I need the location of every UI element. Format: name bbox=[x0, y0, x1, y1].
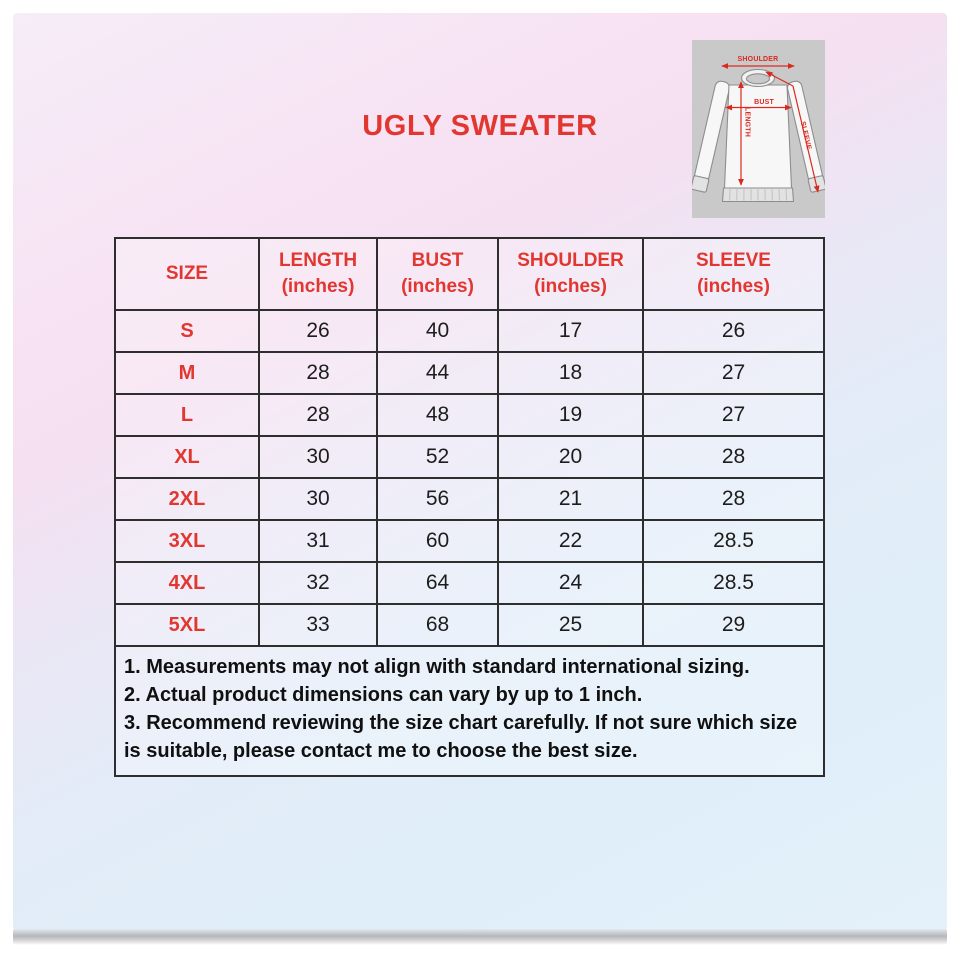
sleeve-value: 29 bbox=[642, 603, 825, 647]
note-line-2: 2. Actual product dimensions can vary by… bbox=[124, 684, 643, 706]
bust-value: 68 bbox=[376, 603, 499, 647]
length-value: 33 bbox=[258, 603, 378, 647]
table-row-2xl: 2XL 30 56 21 28 bbox=[114, 477, 825, 521]
table-row-s: S 26 40 17 26 bbox=[114, 309, 825, 353]
length-value: 28 bbox=[258, 351, 378, 395]
header-label: BUST bbox=[411, 250, 464, 272]
bust-value: 52 bbox=[376, 435, 499, 479]
size-label: 4XL bbox=[114, 561, 260, 605]
header-label: LENGTH bbox=[278, 250, 358, 272]
shoulder-value: 24 bbox=[497, 561, 644, 605]
sleeve-arrow-connector bbox=[765, 71, 794, 87]
sleeve-value: 28.5 bbox=[642, 561, 825, 605]
header-length: LENGTH (inches) bbox=[258, 237, 378, 311]
bust-value: 40 bbox=[376, 309, 499, 353]
header-unit: (inches) bbox=[401, 276, 474, 297]
note-line-1: 1. Measurements may not align with stand… bbox=[124, 656, 750, 678]
sleeve-value: 28.5 bbox=[642, 519, 825, 563]
sleeve-value: 27 bbox=[642, 393, 825, 437]
size-label: 5XL bbox=[114, 603, 260, 647]
table-row-4xl: 4XL 32 64 24 28.5 bbox=[114, 561, 825, 605]
shoulder-dimension-label: SHOULDER bbox=[738, 56, 779, 63]
size-label: M bbox=[114, 351, 260, 395]
table-notes-row: 1. Measurements may not align with stand… bbox=[114, 645, 825, 777]
length-value: 28 bbox=[258, 393, 378, 437]
header-bust: BUST (inches) bbox=[376, 237, 499, 311]
table-row-3xl: 3XL 31 60 22 28.5 bbox=[114, 519, 825, 563]
shoulder-value: 18 bbox=[497, 351, 644, 395]
sleeve-value: 27 bbox=[642, 351, 825, 395]
header-label: SIZE bbox=[165, 263, 209, 285]
sweater-measurement-diagram: SHOULDER BUST LENGTH SLEEVE bbox=[690, 40, 827, 218]
length-value: 31 bbox=[258, 519, 378, 563]
table-header-row: SIZE LENGTH (inches) BUST (inches) SHOUL… bbox=[114, 237, 825, 311]
header-label: SHOULDER bbox=[517, 250, 624, 272]
header-shoulder: SHOULDER (inches) bbox=[497, 237, 644, 311]
length-dimension-label: LENGTH bbox=[744, 107, 751, 137]
table-row-xl: XL 30 52 20 28 bbox=[114, 435, 825, 479]
size-chart-table: SIZE LENGTH (inches) BUST (inches) SHOUL… bbox=[114, 237, 825, 777]
bust-value: 48 bbox=[376, 393, 499, 437]
header-size: SIZE bbox=[114, 237, 260, 311]
sweater-diagram-icon: SHOULDER BUST LENGTH SLEEVE bbox=[690, 40, 827, 218]
size-label: 3XL bbox=[114, 519, 260, 563]
bust-value: 56 bbox=[376, 477, 499, 521]
bust-dimension-label: BUST bbox=[754, 99, 774, 106]
length-value: 32 bbox=[258, 561, 378, 605]
shoulder-value: 21 bbox=[497, 477, 644, 521]
shoulder-value: 22 bbox=[497, 519, 644, 563]
measurement-arrows bbox=[721, 63, 820, 193]
shoulder-value: 17 bbox=[497, 309, 644, 353]
table-row-m: M 28 44 18 27 bbox=[114, 351, 825, 395]
note-line-3: 3. Recommend reviewing the size chart ca… bbox=[124, 712, 798, 762]
header-unit: (inches) bbox=[697, 276, 770, 297]
bust-value: 64 bbox=[376, 561, 499, 605]
page-title: UGLY SWEATER bbox=[362, 110, 598, 142]
length-value: 30 bbox=[258, 477, 378, 521]
sleeve-value: 28 bbox=[642, 477, 825, 521]
size-label: XL bbox=[114, 435, 260, 479]
header-unit: (inches) bbox=[534, 276, 607, 297]
shoulder-value: 25 bbox=[497, 603, 644, 647]
hem-rib-lines bbox=[729, 188, 787, 201]
page-bottom-edge-shadow bbox=[13, 929, 947, 946]
length-value: 26 bbox=[258, 309, 378, 353]
size-label: S bbox=[114, 309, 260, 353]
header-unit: (inches) bbox=[281, 276, 355, 297]
shoulder-value: 20 bbox=[497, 435, 644, 479]
notes-block: 1. Measurements may not align with stand… bbox=[114, 645, 825, 777]
header-label: SLEEVE bbox=[696, 250, 771, 272]
header-sleeve: SLEEVE (inches) bbox=[642, 237, 825, 311]
sleeve-value: 26 bbox=[642, 309, 825, 353]
size-label: 2XL bbox=[114, 477, 260, 521]
table-row-l: L 28 48 19 27 bbox=[114, 393, 825, 437]
sleeve-arrow bbox=[792, 85, 820, 193]
shoulder-value: 19 bbox=[497, 393, 644, 437]
bust-value: 60 bbox=[376, 519, 499, 563]
sleeve-value: 28 bbox=[642, 435, 825, 479]
length-value: 30 bbox=[258, 435, 378, 479]
gradient-card: UGLY SWEATER bbox=[13, 13, 947, 930]
bust-value: 44 bbox=[376, 351, 499, 395]
table-row-5xl: 5XL 33 68 25 29 bbox=[114, 603, 825, 647]
size-label: L bbox=[114, 393, 260, 437]
